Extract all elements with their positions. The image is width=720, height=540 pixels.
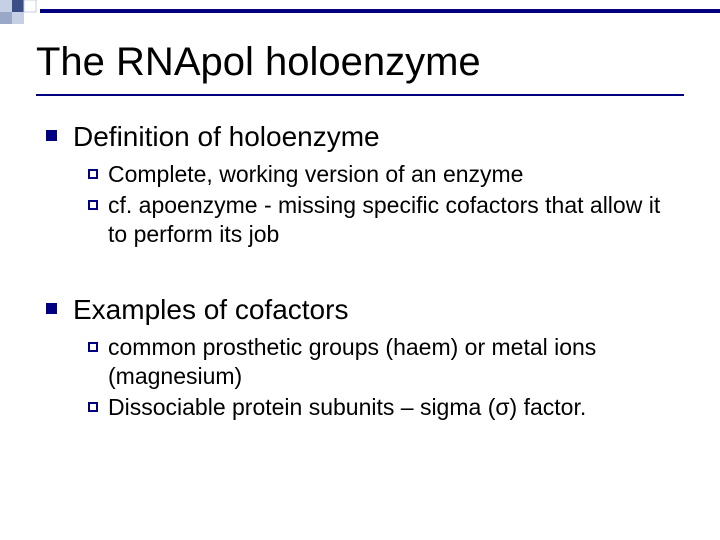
bullet-level2: Complete, working version of an enzyme: [88, 160, 676, 189]
bullet-level2: cf. apoenzyme - missing specific cofacto…: [88, 191, 676, 249]
bullet-level2: Dissociable protein subunits – sigma (σ)…: [88, 393, 676, 422]
sub-bullet-group: Complete, working version of an enzyme c…: [88, 160, 676, 249]
square-bullet-filled: [46, 130, 57, 141]
square-bullet-hollow: [88, 200, 98, 210]
bullet-level2: common prosthetic groups (haem) or metal…: [88, 333, 676, 391]
l2-text: cf. apoenzyme - missing specific cofacto…: [108, 191, 676, 249]
l2-text: common prosthetic groups (haem) or metal…: [108, 333, 676, 391]
square-bullet-hollow: [88, 342, 98, 352]
title-underline: [36, 94, 684, 96]
sub-bullet-group: common prosthetic groups (haem) or metal…: [88, 333, 676, 422]
square-bullet-filled: [46, 303, 57, 314]
section-gap: [46, 273, 676, 293]
bullet-level1: Examples of cofactors: [46, 293, 676, 327]
corner-decoration: [0, 0, 720, 30]
l2-text: Complete, working version of an enzyme: [108, 160, 523, 189]
l2-text: Dissociable protein subunits – sigma (σ)…: [108, 393, 586, 422]
content-area: Definition of holoenzyme Complete, worki…: [46, 120, 676, 446]
square-bullet-hollow: [88, 169, 98, 179]
square-bullet-hollow: [88, 402, 98, 412]
slide-title: The RNApol holoenzyme: [36, 40, 481, 85]
slide: The RNApol holoenzyme Definition of holo…: [0, 0, 720, 540]
bullet-level1: Definition of holoenzyme: [46, 120, 676, 154]
l1-text: Examples of cofactors: [73, 293, 348, 327]
l1-text: Definition of holoenzyme: [73, 120, 380, 154]
